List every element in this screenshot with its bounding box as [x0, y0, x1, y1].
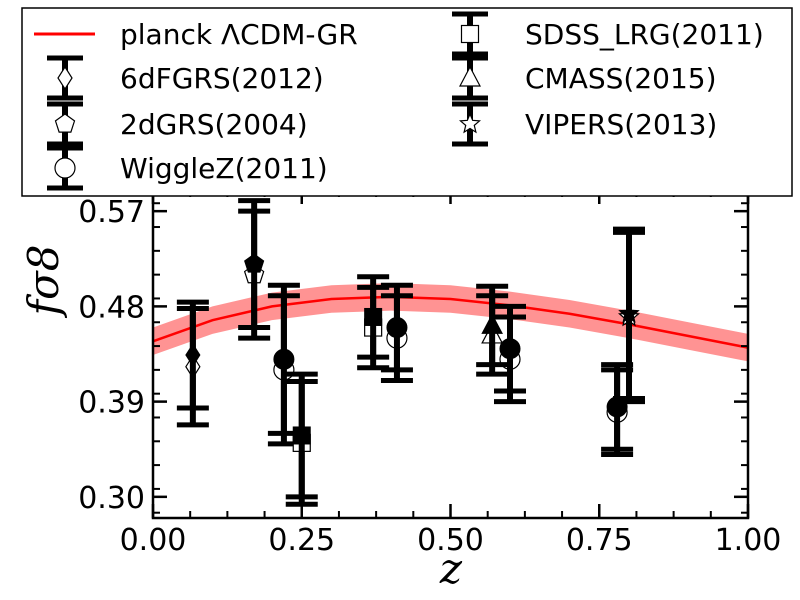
legend-label: CMASS(2015): [525, 62, 717, 95]
legend-marker: [57, 65, 73, 91]
axes: 0.00 0.25 0.50 0.75 1.00 0.30 0.39 0.48 0.57: [78, 188, 782, 558]
x-tick-label: 0.50: [417, 523, 484, 558]
y-tick-label: 0.57: [78, 195, 145, 230]
y-tick-label: 0.30: [78, 481, 145, 516]
series-2dgrs-2004-: [238, 198, 271, 341]
x-tick-label: 0.75: [566, 523, 633, 558]
legend-entry-2dgrs-2004-: 2dGRS(2004): [47, 101, 308, 147]
legend-entry-vipers-2013-: VIPERS(2013): [452, 101, 717, 147]
y-tick-label: 0.39: [78, 386, 145, 421]
y-axis-title: fσ8: [19, 245, 68, 319]
legend-marker: [54, 113, 76, 133]
data-point-filled: [499, 338, 521, 360]
x-tick-label: 0.00: [120, 523, 187, 558]
plot-frame: [151, 188, 750, 520]
legend-label: 2dGRS(2004): [120, 108, 308, 141]
legend-entry-6dfgrs-2012-: 6dFGRS(2012): [47, 55, 324, 101]
data-point-filled: [292, 426, 311, 445]
legend-label: SDSS_LRG(2011): [525, 18, 764, 51]
series-cmass-2015-: [476, 283, 509, 377]
legend-label: VIPERS(2013): [525, 108, 717, 141]
data-point-filled: [481, 313, 503, 334]
legend-label-model: planck ΛCDM-GR: [120, 18, 358, 51]
series-sdss-lrg-2011-: [285, 274, 390, 507]
legend-marker: [460, 24, 480, 44]
y-tick-label: 0.48: [78, 290, 145, 325]
series-vipers-2013-: [613, 226, 645, 405]
model-band: [153, 283, 748, 362]
plot-area: [152, 198, 749, 507]
data-point-filled: [386, 317, 408, 339]
data-point-filled: [273, 348, 295, 370]
data-point-filled: [244, 253, 265, 273]
legend-label: WiggleZ(2011): [120, 152, 328, 185]
x-tick-label: 0.25: [268, 523, 335, 558]
legend-marker: [459, 65, 481, 87]
legend-marker: [459, 112, 481, 134]
legend-box: [21, 7, 793, 197]
data-point-filled: [185, 343, 201, 367]
legend-label: 6dFGRS(2012): [120, 62, 324, 95]
series-6dfgrs-2012-: [176, 299, 209, 428]
x-axis-title: z: [439, 544, 463, 593]
legend-entry-cmass-2015-: CMASS(2015): [452, 55, 717, 101]
legend-marker: [54, 157, 76, 179]
data-point-filled: [364, 307, 383, 326]
x-tick-label: 1.00: [715, 523, 782, 558]
legend: planck ΛCDM-GR 6dFGRS(2012) 2dGRS(2004) Wig…: [21, 7, 793, 197]
data-point-filled: [618, 302, 640, 323]
legend-entry-sdss-lrg-2011-: SDSS_LRG(2011): [452, 11, 764, 57]
legend-entry-wigglez-2011-: WiggleZ(2011): [47, 145, 328, 191]
